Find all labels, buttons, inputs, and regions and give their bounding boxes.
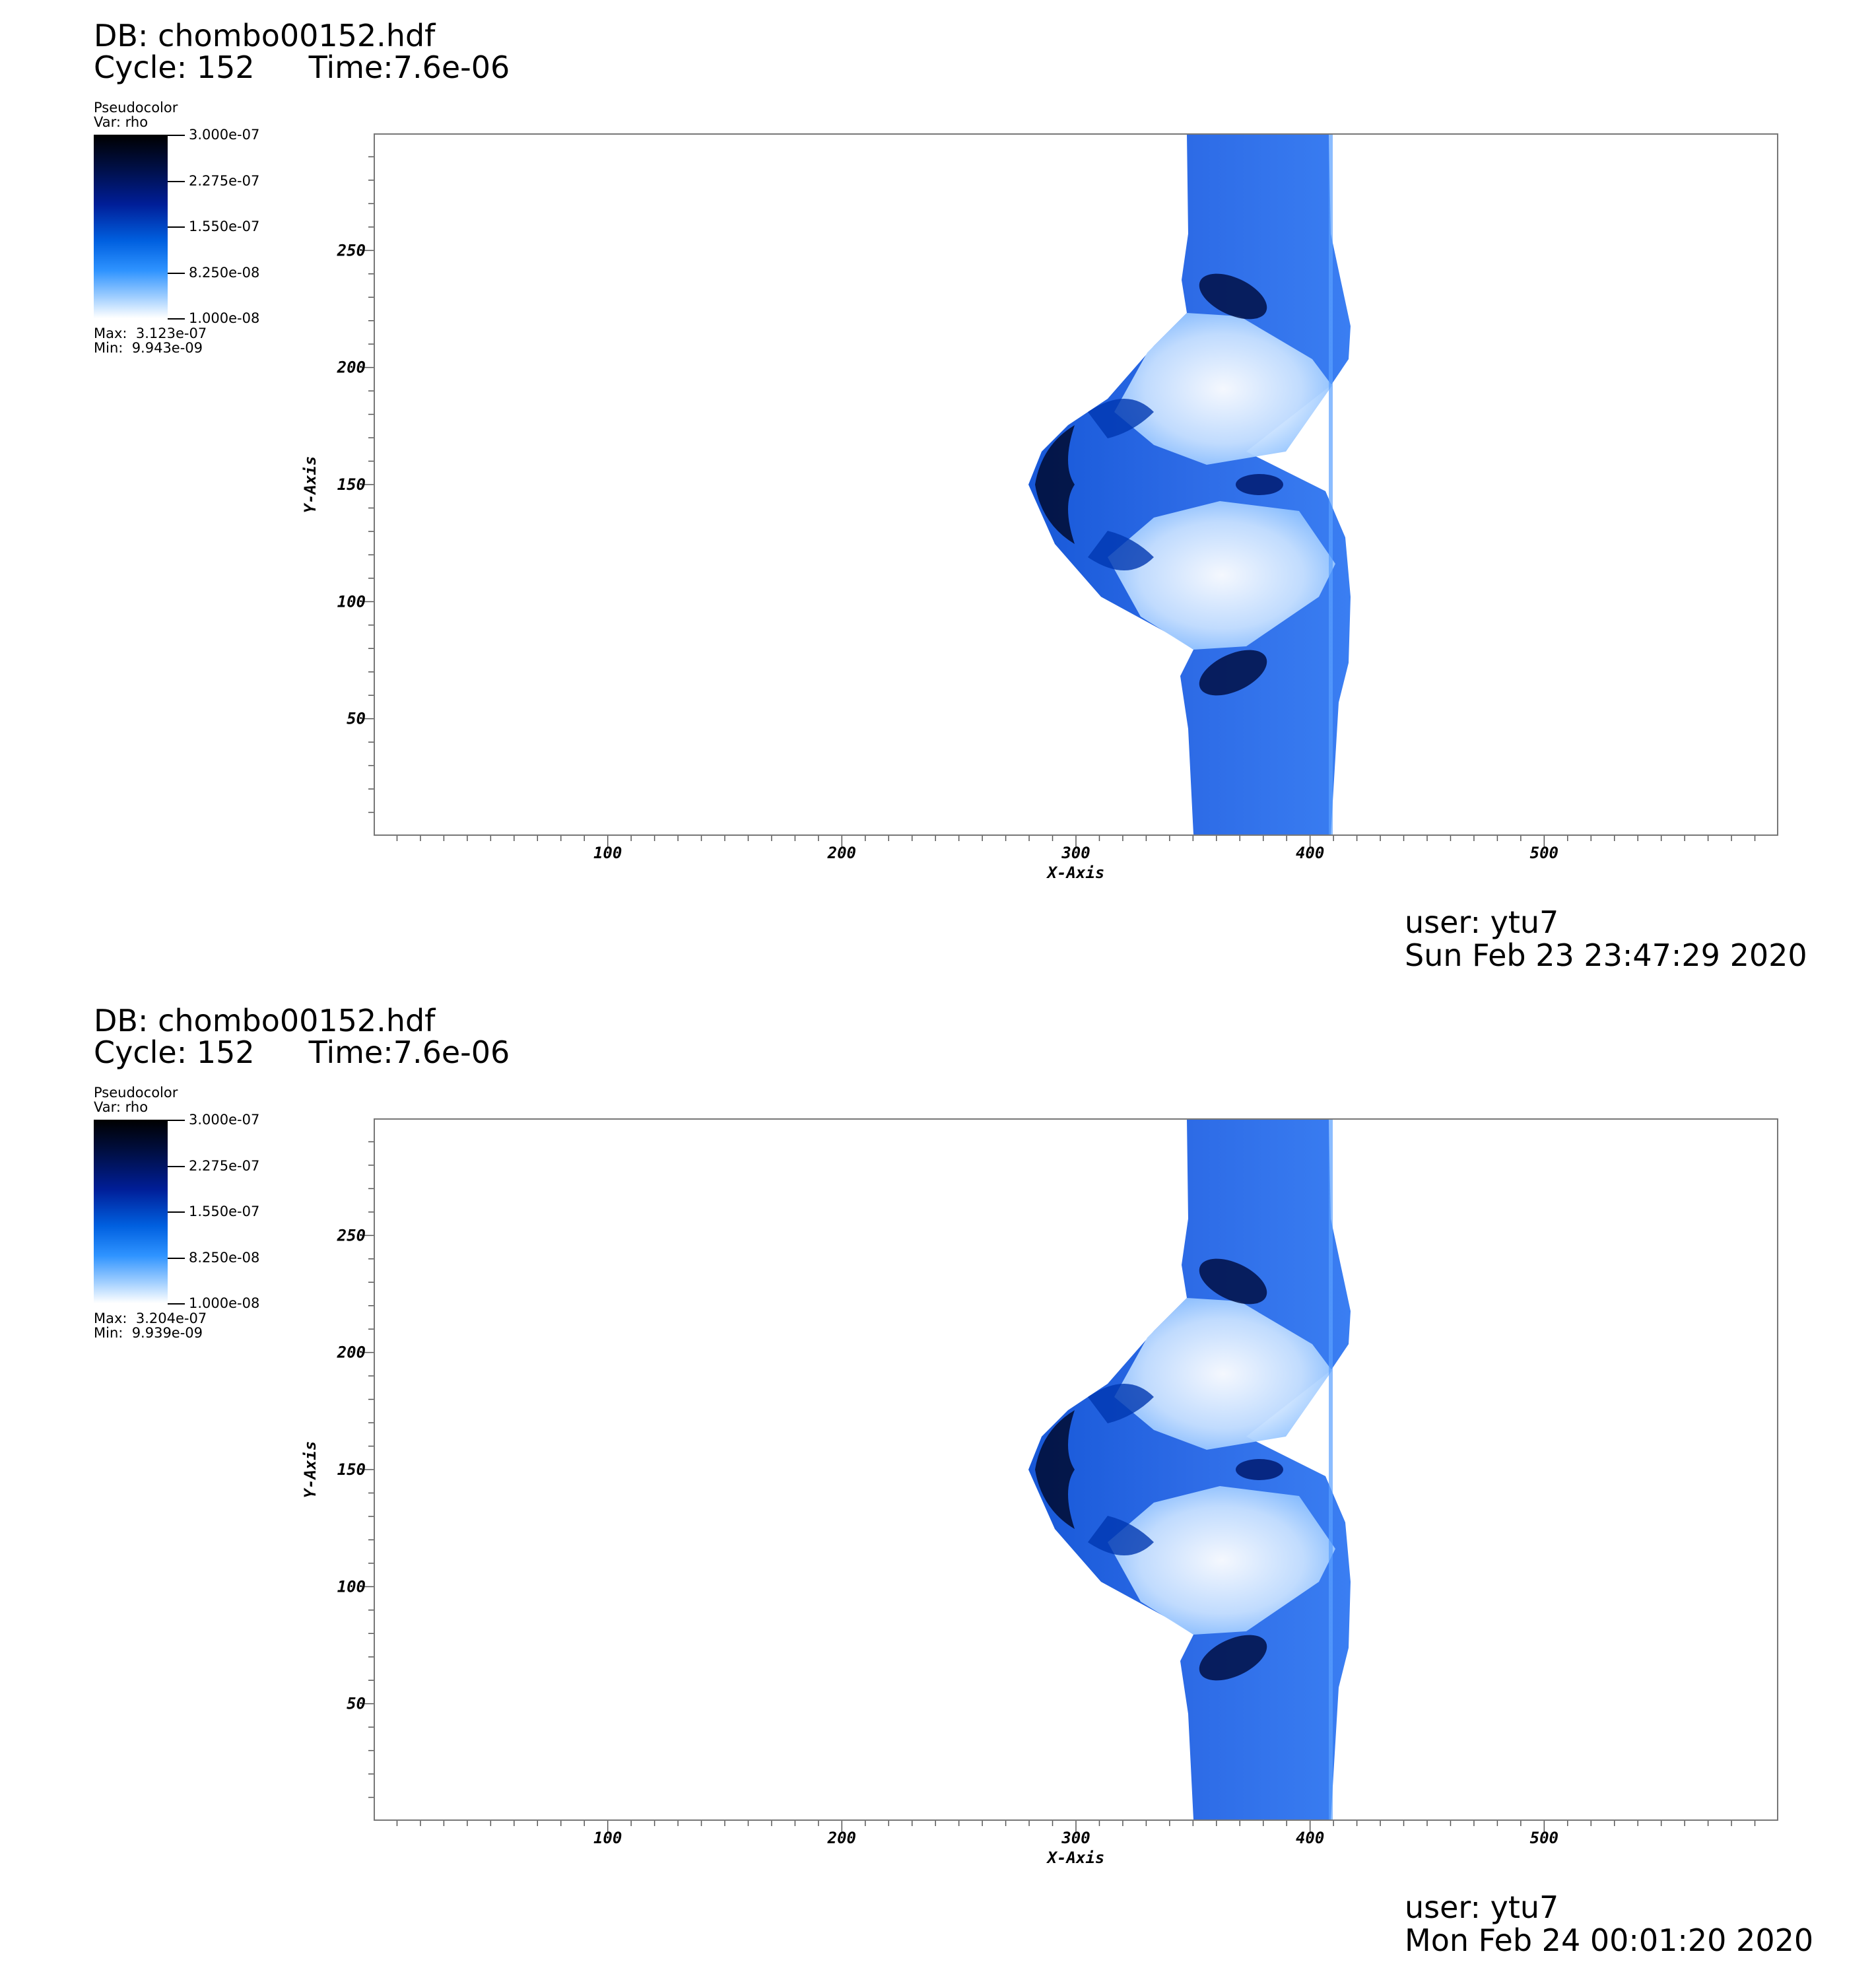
legend-plot-type: Pseudocolor — [94, 100, 178, 116]
x-tick-label: 500 — [1530, 844, 1558, 862]
mid-knot — [1236, 1459, 1283, 1480]
database-title: DB: chombo00152.hdf — [94, 1003, 436, 1038]
colorbar-tick-mark — [168, 1303, 185, 1305]
x-tick-label: 300 — [1061, 844, 1090, 862]
dense-knot-lower — [1199, 650, 1267, 696]
legend-max: Max: 3.204e-07 — [94, 1310, 207, 1326]
vortex-lower — [1088, 531, 1154, 570]
colorbar-tick-label: 8.250e-08 — [189, 264, 260, 281]
colorbar-tick-mark — [168, 135, 185, 136]
y-tick-label: 250 — [337, 241, 366, 259]
legend-min: Min: 9.943e-09 — [94, 340, 203, 356]
band-edge — [1329, 1120, 1333, 1819]
colorbar-tick-label: 2.275e-07 — [189, 172, 260, 189]
x-tick-label: 200 — [827, 844, 856, 862]
y-tick-label: 50 — [347, 1695, 366, 1713]
colorbar-tick-mark — [168, 318, 185, 320]
x-tick-label: 500 — [1530, 1829, 1558, 1847]
colorbar-tick-mark — [168, 1257, 185, 1259]
x-axis-label: X-Axis — [1046, 1849, 1105, 1867]
colorbar-tick-label: 1.000e-08 — [189, 310, 260, 326]
y-tick-label: 50 — [347, 710, 366, 728]
cycle-time-line: Cycle: 152 Time:7.6e-06 — [94, 1036, 510, 1068]
front-tip — [1035, 1410, 1075, 1529]
shocked-band — [1028, 135, 1351, 834]
dense-knot-upper — [1199, 1258, 1267, 1305]
date-label: Mon Feb 24 00:01:20 2020 — [1405, 1922, 1814, 1958]
colorbar-tick-mark — [168, 1165, 185, 1167]
y-tick-label: 250 — [337, 1226, 366, 1244]
legend-min: Min: 9.939e-09 — [94, 1325, 203, 1341]
cycle-time-line: Cycle: 152 Time:7.6e-06 — [94, 51, 510, 83]
cycle-label: Cycle: 152 — [94, 1035, 255, 1070]
plot-axes: 100 200 300 400 500 50 100 150 200 250 X-Axis Y-Axi… — [301, 156, 1756, 882]
mid-knot — [1236, 474, 1283, 495]
database-title: DB: chombo00152.hdf — [94, 18, 436, 53]
colorbar-tick-label: 3.000e-07 — [189, 127, 260, 143]
density-field — [1028, 135, 1351, 834]
x-axis-label: X-Axis — [1046, 864, 1105, 882]
y-axis-label: Y-Axis — [301, 1441, 319, 1499]
legend-max: Max: 3.123e-07 — [94, 325, 207, 341]
y-tick-label: 150 — [337, 475, 366, 494]
legend-plot-type: Pseudocolor — [94, 1085, 178, 1101]
dense-knot-lower — [1199, 1635, 1267, 1681]
colorbar-tick-mark — [168, 1211, 185, 1213]
x-tick-label: 200 — [827, 1829, 856, 1847]
y-tick-label: 200 — [337, 358, 366, 377]
colorbar-tick-label: 2.275e-07 — [189, 1157, 260, 1174]
colorbar-tick-label: 1.550e-07 — [189, 1204, 260, 1219]
visit-plot-panel: DB: chombo00152.hdf Cycle: 152 Time:7.6e-… — [94, 18, 1807, 973]
colorbar-tick-mark — [168, 180, 185, 182]
colorbar — [94, 1120, 168, 1303]
colorbar — [94, 135, 168, 318]
density-field — [1028, 1120, 1351, 1819]
bubble-upper — [1114, 1298, 1332, 1450]
front-tip — [1035, 425, 1075, 544]
cycle-label: Cycle: 152 — [94, 50, 255, 85]
y-tick-label: 200 — [337, 1343, 366, 1362]
y-axis-label: Y-Axis — [301, 456, 319, 514]
bubble-lower — [1108, 501, 1335, 650]
bubble-lower — [1108, 1486, 1335, 1635]
colorbar-tick-label: 1.000e-08 — [189, 1295, 260, 1311]
legend-variable: Var: rho — [94, 1099, 149, 1115]
shocked-band — [1028, 1120, 1351, 1819]
user-label: user: ytu7 — [1405, 1889, 1559, 1925]
vortex-upper — [1088, 399, 1154, 438]
y-tick-label: 100 — [337, 1577, 366, 1596]
colorbar-tick-label: 8.250e-08 — [189, 1249, 260, 1266]
plot-axes: 100 200 300 400 500 50 100 150 200 250 X-Axis Y-Axi… — [301, 1141, 1756, 1867]
time-label: Time:7.6e-06 — [308, 50, 510, 85]
colorbar-tick-mark — [168, 272, 185, 274]
colorbar-tick-label: 3.000e-07 — [189, 1112, 260, 1128]
user-label: user: ytu7 — [1405, 904, 1559, 940]
legend-variable: Var: rho — [94, 114, 149, 130]
colorbar-tick-mark — [168, 226, 185, 228]
dense-knot-upper — [1199, 273, 1267, 320]
x-tick-label: 400 — [1296, 844, 1324, 862]
y-tick-label: 100 — [337, 592, 366, 611]
colorbar-tick-mark — [168, 1120, 185, 1121]
date-label: Sun Feb 23 23:47:29 2020 — [1405, 937, 1807, 973]
bubble-upper — [1114, 313, 1332, 465]
plot-area — [374, 1118, 1778, 1821]
band-edge — [1329, 135, 1333, 834]
colorbar-tick-label: 1.550e-07 — [189, 219, 260, 234]
plot-area — [374, 133, 1778, 836]
x-tick-label: 100 — [593, 844, 622, 862]
vortex-lower — [1088, 1516, 1154, 1555]
vortex-upper — [1088, 1384, 1154, 1423]
x-tick-label: 400 — [1296, 1829, 1324, 1847]
x-tick-label: 100 — [593, 1829, 622, 1847]
time-label: Time:7.6e-06 — [308, 1035, 510, 1070]
y-tick-label: 150 — [337, 1460, 366, 1479]
x-tick-label: 300 — [1061, 1829, 1090, 1847]
visit-plot-panel: DB: chombo00152.hdf Cycle: 152 Time:7.6e-… — [0, 985, 1876, 1970]
